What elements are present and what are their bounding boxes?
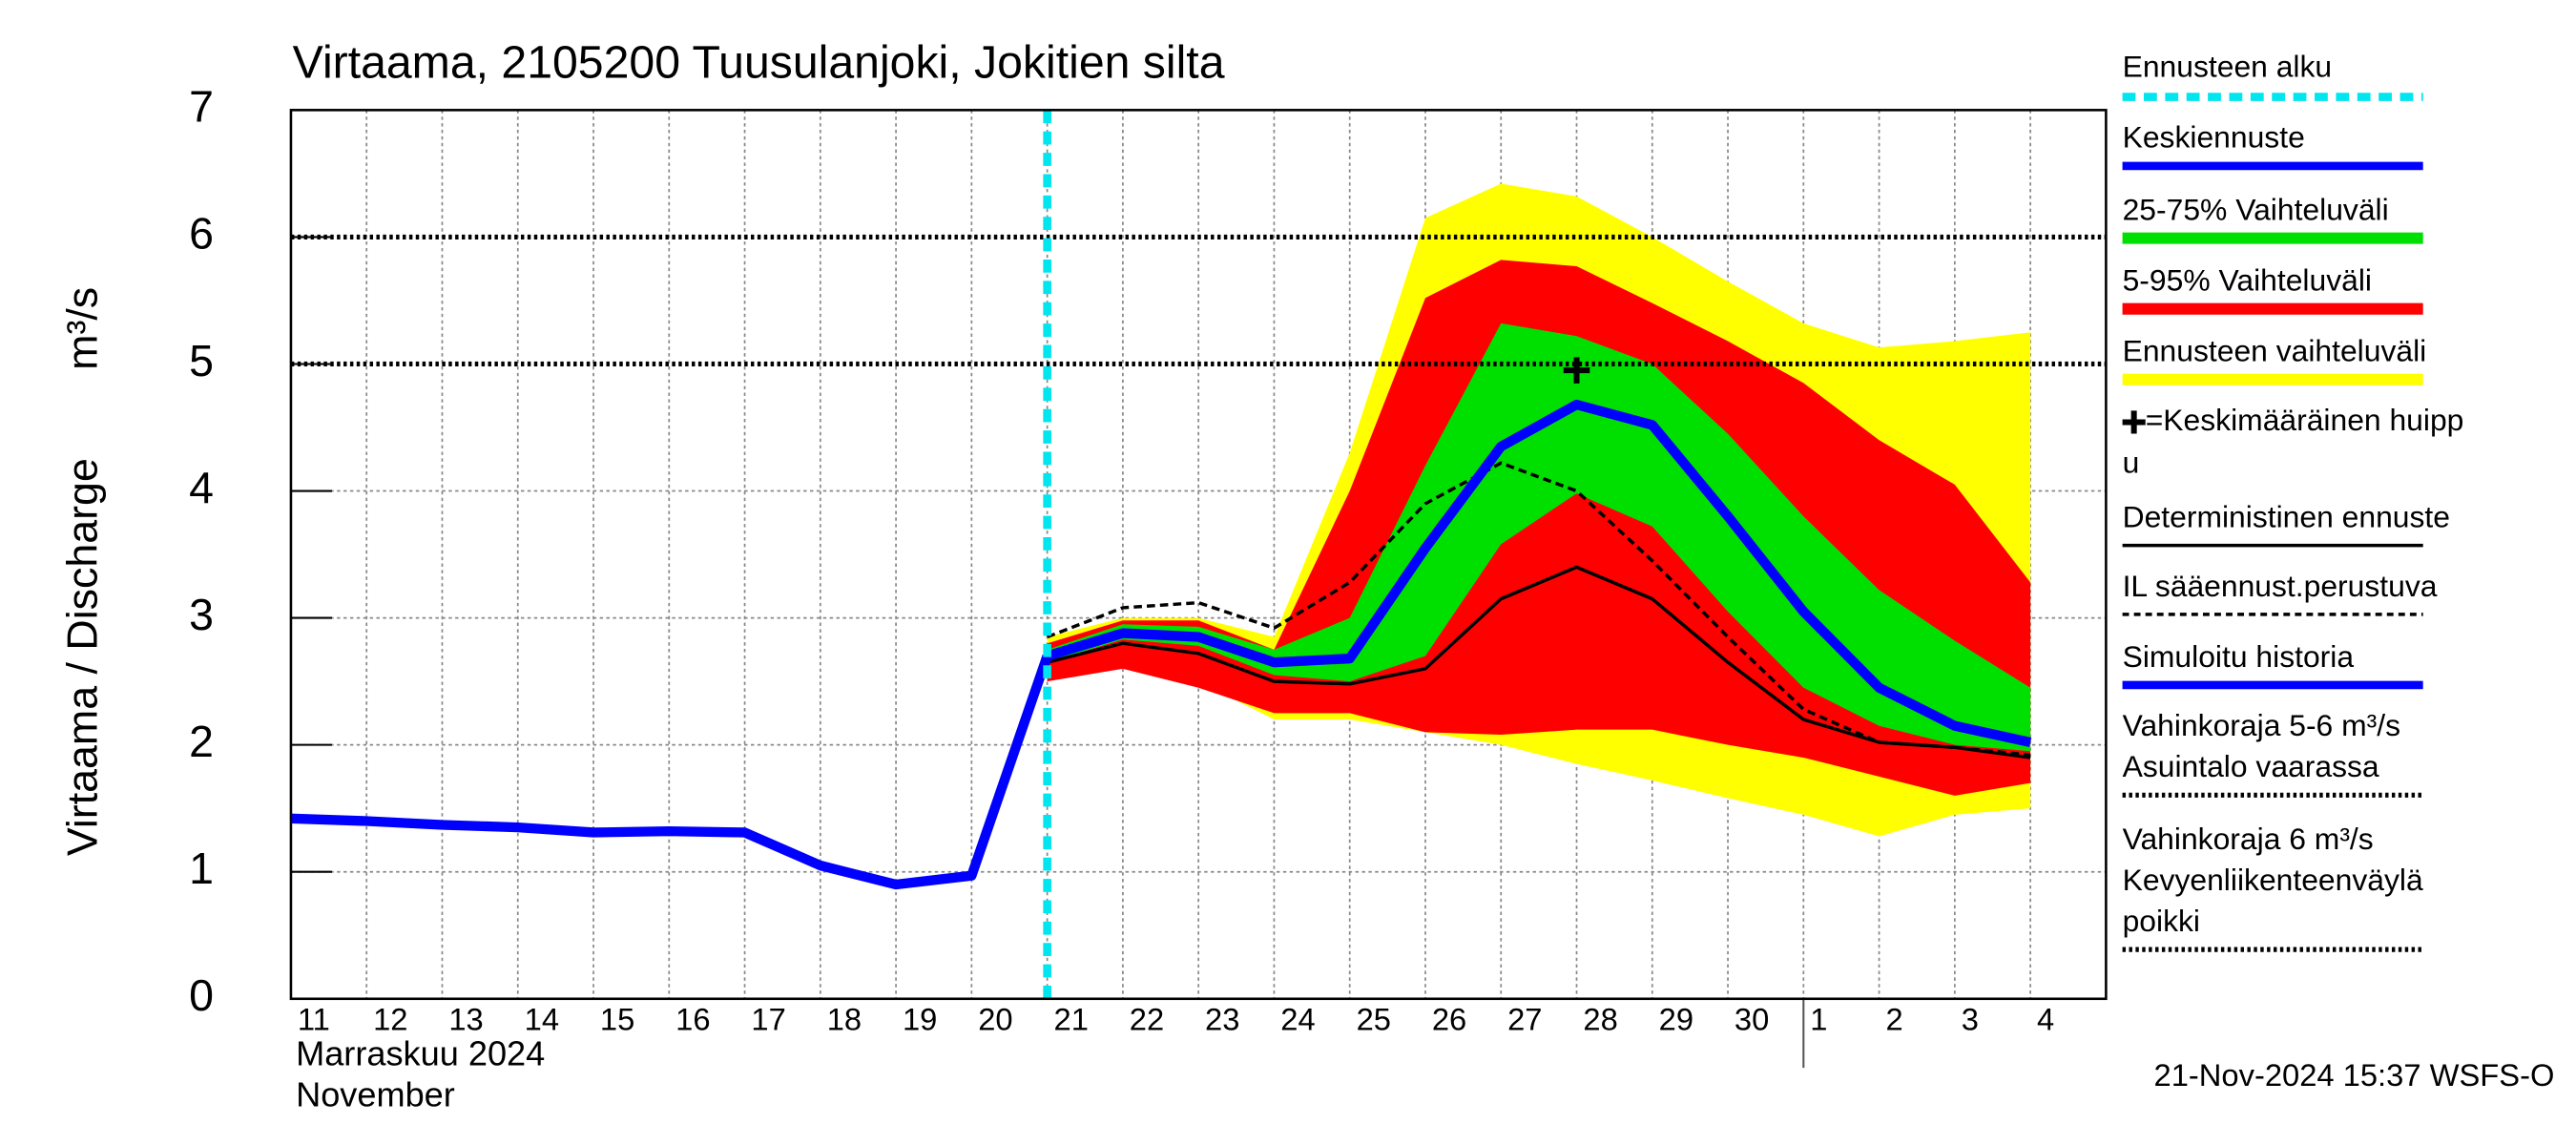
- legend-label: Vahinkoraja 6 m³/s: [2123, 822, 2374, 856]
- x-tick-label: 21: [1054, 1002, 1089, 1037]
- legend-label: Ennusteen alku: [2123, 50, 2333, 84]
- x-tick-label: 13: [448, 1002, 483, 1037]
- legend-label: Keskiennuste: [2123, 120, 2305, 155]
- legend-label: =Keskimääräinen huipp: [2146, 403, 2464, 437]
- legend-label: poikki: [2123, 904, 2200, 938]
- x-tick-label: 2: [1885, 1002, 1902, 1037]
- x-tick-label: 29: [1659, 1002, 1693, 1037]
- x-tick-label: 30: [1735, 1002, 1769, 1037]
- legend-label: Simuloitu historia: [2123, 639, 2355, 674]
- y-tick-label: 1: [189, 843, 214, 893]
- legend-label: IL sääennust.perustuva: [2123, 569, 2438, 603]
- legend-label: Vahinkoraja 5-6 m³/s: [2123, 708, 2400, 742]
- chart-title: Virtaama, 2105200 Tuusulanjoki, Jokitien…: [293, 37, 1225, 89]
- x-tick-label: 17: [751, 1002, 785, 1037]
- x-tick-label: 4: [2037, 1002, 2054, 1037]
- x-tick-label: 16: [675, 1002, 710, 1037]
- plot-area: [290, 109, 2107, 1000]
- plot-frame: [289, 109, 2108, 1001]
- y-tick-label: 4: [189, 463, 214, 512]
- x-tick-label: 27: [1507, 1002, 1542, 1037]
- y-tick-label: 3: [189, 590, 214, 639]
- x-tick-label: 14: [525, 1002, 559, 1037]
- series-line: [290, 654, 1052, 890]
- legend-swatch: [2122, 410, 2146, 434]
- legend-label: u: [2123, 446, 2140, 480]
- x-tick-label: 15: [600, 1002, 634, 1037]
- legend-label: 5-95% Vaihteluväli: [2123, 263, 2372, 298]
- x-tick-label: 1: [1810, 1002, 1827, 1037]
- x-tick-label: 12: [373, 1002, 407, 1037]
- legend-label: Ennusteen vaihteluväli: [2123, 334, 2427, 368]
- x-tick-label: 22: [1130, 1002, 1164, 1037]
- band: [1047, 323, 2031, 752]
- x-tick-label: 25: [1357, 1002, 1391, 1037]
- x-tick-label: 23: [1205, 1002, 1239, 1037]
- y-tick-label: 7: [189, 82, 214, 132]
- y-tick-label: 5: [189, 336, 214, 385]
- x-tick-label: 24: [1280, 1002, 1315, 1037]
- y-tick-label: 2: [189, 717, 214, 766]
- x-tick-label: 28: [1583, 1002, 1617, 1037]
- x-tick-label: 26: [1432, 1002, 1466, 1037]
- series-line: [1046, 399, 2032, 748]
- x-tick-label: 19: [903, 1002, 937, 1037]
- x-axis-label: November: [296, 1075, 455, 1114]
- x-tick-label: 11: [298, 1002, 330, 1037]
- legend-label: Asuintalo vaarassa: [2123, 749, 2379, 783]
- legend-label: Kevyenliikenteenväylä: [2123, 863, 2423, 897]
- y-tick-label: 0: [189, 970, 214, 1020]
- x-tick-label: 20: [978, 1002, 1012, 1037]
- y-axis-unit: m³/s: [59, 287, 107, 370]
- y-tick-label: 6: [189, 209, 214, 259]
- x-axis-label: Marraskuu 2024: [296, 1034, 545, 1073]
- y-axis-label: Virtaama / Discharge: [59, 458, 107, 856]
- series-line: [1047, 565, 2031, 760]
- legend-label: Deterministinen ennuste: [2123, 499, 2450, 533]
- legend-label: 25-75% Vaihteluväli: [2123, 193, 2389, 227]
- x-tick-label: 18: [827, 1002, 862, 1037]
- timestamp: 21-Nov-2024 15:37 WSFS-O: [2154, 1057, 2555, 1093]
- peak-marker: [1563, 357, 1590, 384]
- x-tick-label: 3: [1962, 1002, 1979, 1037]
